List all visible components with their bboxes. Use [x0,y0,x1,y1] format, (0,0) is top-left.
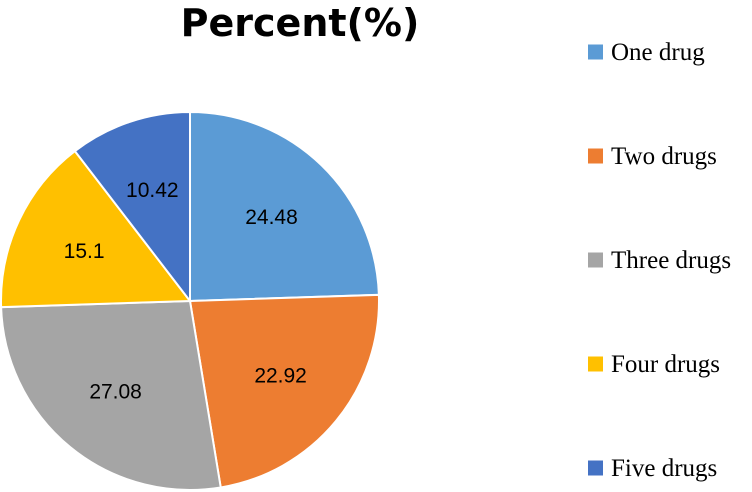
legend-item-four-drugs: Four drugs [588,351,720,378]
data-label-four-drugs: 15.1 [64,240,105,263]
chart-title: Percent(%) [181,1,420,45]
data-label-five-drugs: 10.42 [126,179,179,202]
data-label-three-drugs: 27.08 [89,381,142,404]
legend-label-five-drugs: Five drugs [611,455,717,482]
legend-item-three-drugs: Three drugs [588,247,731,274]
legend-swatch-one-drug [588,44,603,60]
legend-label-four-drugs: Four drugs [611,351,720,378]
legend-label-one-drug: One drug [611,39,705,66]
pie-data-labels: 24.48 22.92 27.08 15.1 10.42 [64,179,307,404]
legend-label-two-drugs: Two drugs [611,143,717,170]
data-label-two-drugs: 22.92 [254,364,307,387]
pie-slice-four-drugs [0,149,192,309]
pie-slice-three-drugs [0,299,222,491]
legend-swatch-two-drugs [588,148,603,164]
legend-item-one-drug: One drug [588,39,705,66]
legend-item-two-drugs: Two drugs [588,143,717,170]
pie-slice-one-drug [189,110,380,303]
chart-legend: One drug Two drugs Three drugs Four drugs Fi… [588,39,731,482]
data-label-one-drug: 24.48 [245,206,298,229]
pie-slices [0,110,380,491]
legend-swatch-four-drugs [588,356,603,372]
legend-swatch-five-drugs [588,460,603,476]
pie-slice-two-drugs [188,293,380,489]
legend-swatch-three-drugs [588,252,603,268]
pie-slice-five-drugs [73,110,191,304]
legend-item-five-drugs: Five drugs [588,455,717,482]
legend-label-three-drugs: Three drugs [611,247,731,274]
